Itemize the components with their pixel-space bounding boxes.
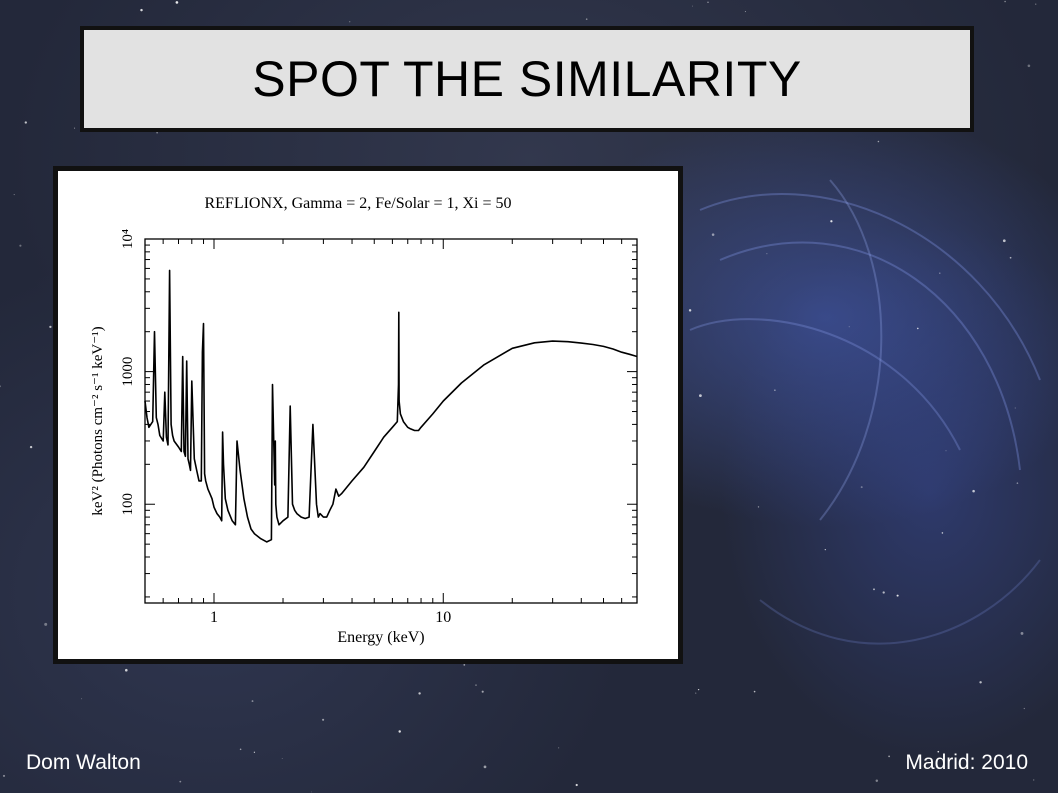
star bbox=[13, 194, 15, 196]
star bbox=[253, 751, 256, 753]
star bbox=[2, 774, 6, 777]
star bbox=[1016, 482, 1019, 484]
spectrum-line bbox=[144, 269, 638, 543]
y-tick-label: 100 bbox=[120, 493, 136, 516]
star bbox=[281, 758, 283, 759]
star bbox=[74, 127, 76, 129]
star bbox=[707, 1, 709, 3]
x-axis-label: Energy (keV) bbox=[337, 629, 424, 646]
star bbox=[483, 765, 487, 769]
star bbox=[939, 272, 941, 274]
slide-title: SPOT THE SIMILARITY bbox=[252, 51, 802, 107]
star bbox=[688, 309, 692, 312]
y-axis: 100 1000 10⁴ bbox=[120, 229, 637, 598]
star bbox=[1002, 239, 1006, 243]
x-tick-label: 1 bbox=[210, 609, 218, 626]
star bbox=[830, 220, 833, 223]
star bbox=[691, 5, 693, 7]
star bbox=[1023, 707, 1025, 710]
nebula-arcs bbox=[689, 179, 1041, 645]
star bbox=[322, 718, 325, 721]
star bbox=[877, 140, 880, 143]
x-tick-label: 10 bbox=[435, 609, 451, 626]
star bbox=[311, 791, 312, 793]
star bbox=[979, 681, 982, 684]
star bbox=[418, 692, 421, 695]
star bbox=[860, 486, 863, 489]
star bbox=[1027, 64, 1031, 68]
star bbox=[175, 1, 179, 4]
spectrum-chart: REFLIONX, Gamma = 2, Fe/Solar = 1, Xi = … bbox=[90, 195, 638, 646]
star bbox=[774, 389, 776, 391]
star bbox=[481, 690, 484, 693]
star bbox=[239, 748, 242, 751]
star bbox=[1020, 631, 1024, 635]
star bbox=[575, 783, 578, 787]
star bbox=[697, 688, 700, 691]
star bbox=[29, 445, 33, 449]
star bbox=[941, 532, 944, 534]
star bbox=[972, 489, 975, 493]
star bbox=[882, 591, 885, 594]
star bbox=[695, 692, 697, 694]
title-box: SPOT THE SIMILARITY bbox=[80, 26, 974, 132]
star bbox=[711, 233, 715, 236]
star bbox=[1035, 3, 1037, 5]
star bbox=[744, 11, 746, 13]
star bbox=[140, 8, 143, 12]
star bbox=[875, 779, 879, 782]
y-axis-label: keV² (Photons cm⁻² s⁻¹ keV⁻¹) bbox=[90, 326, 106, 515]
star bbox=[585, 18, 588, 20]
star bbox=[888, 755, 890, 758]
y-tick-label: 1000 bbox=[120, 357, 136, 387]
star bbox=[753, 690, 756, 693]
star bbox=[24, 121, 27, 124]
plot-frame: REFLIONX, Gamma = 2, Fe/Solar = 1, Xi = … bbox=[53, 166, 683, 664]
star bbox=[125, 668, 128, 672]
x-axis: 1 10 bbox=[144, 239, 638, 626]
star bbox=[475, 684, 477, 686]
star bbox=[398, 730, 401, 733]
star bbox=[81, 698, 83, 700]
star bbox=[0, 385, 1, 388]
star bbox=[766, 253, 768, 255]
star bbox=[1014, 407, 1016, 409]
star bbox=[558, 747, 560, 749]
y-tick-label: 10⁴ bbox=[120, 229, 136, 249]
footer-venue: Madrid: 2010 bbox=[905, 751, 1028, 774]
star bbox=[179, 780, 182, 783]
star bbox=[44, 622, 48, 626]
star bbox=[1004, 0, 1006, 3]
footer-author: Dom Walton bbox=[26, 751, 141, 774]
star bbox=[937, 750, 940, 753]
star bbox=[251, 700, 254, 703]
star bbox=[349, 21, 351, 23]
star bbox=[1009, 256, 1012, 259]
star bbox=[19, 244, 22, 247]
star bbox=[848, 326, 850, 328]
star bbox=[1033, 779, 1035, 781]
star bbox=[824, 548, 826, 551]
star bbox=[463, 664, 466, 666]
chart-title: REFLIONX, Gamma = 2, Fe/Solar = 1, Xi = … bbox=[204, 195, 511, 212]
star bbox=[896, 594, 899, 597]
star bbox=[699, 394, 702, 397]
star bbox=[156, 132, 158, 134]
star bbox=[49, 325, 52, 329]
star bbox=[873, 588, 875, 591]
star bbox=[757, 506, 760, 508]
star bbox=[945, 450, 947, 452]
plot-area bbox=[144, 238, 638, 604]
star bbox=[916, 327, 919, 330]
